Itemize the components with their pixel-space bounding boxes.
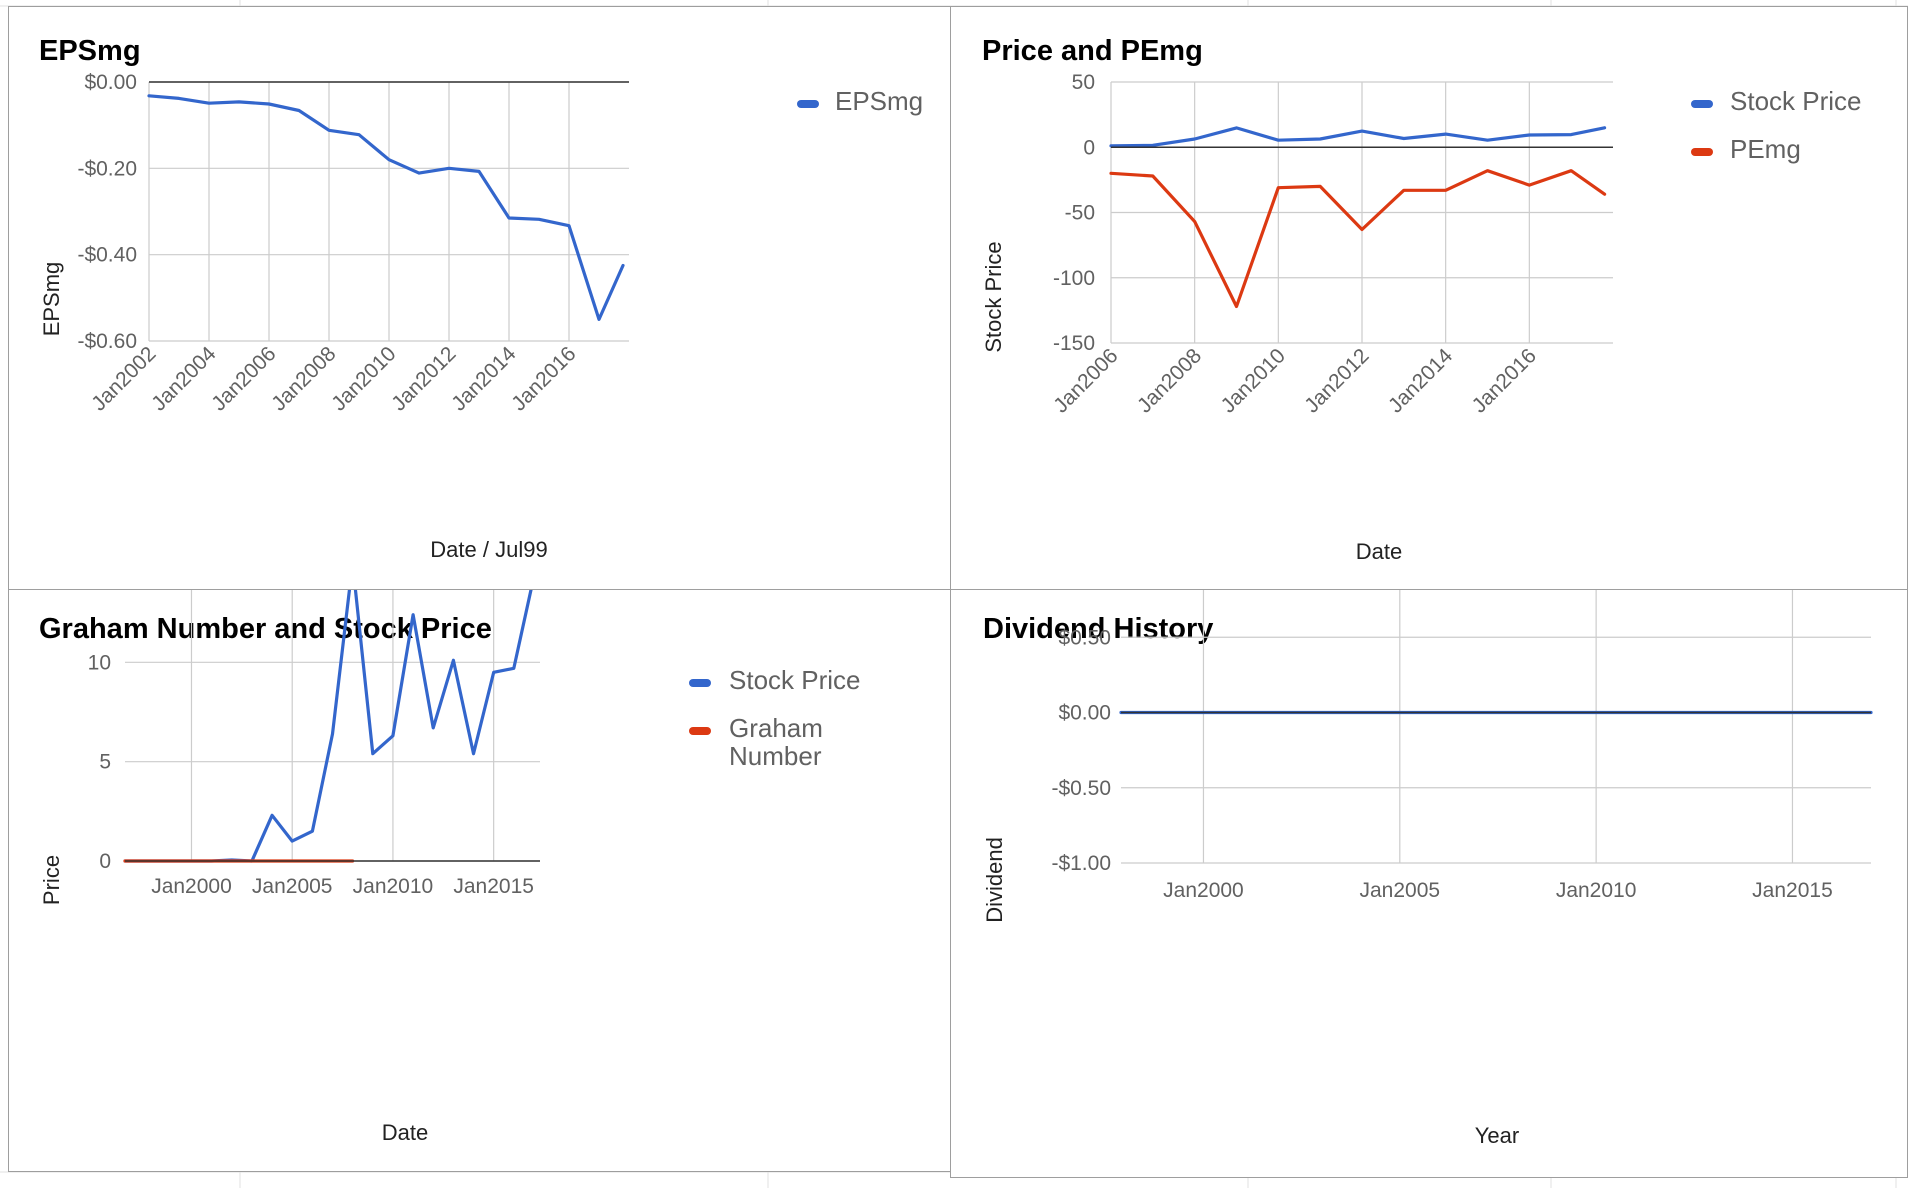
legend-swatch-stock-price bbox=[689, 679, 711, 687]
x-tick-label: Jan2016 bbox=[507, 342, 580, 415]
series-line-pemg bbox=[1109, 169, 1607, 309]
y-axis-label: Stock Price bbox=[981, 241, 1006, 352]
epsmg-chart: EPSmg Jan2002Jan2004Jan2006Jan2008Jan201… bbox=[39, 35, 923, 562]
y-axis-label: EPSmg bbox=[39, 262, 64, 337]
legend: Stock Price PEmg bbox=[1691, 86, 1862, 164]
legend-label-stock-price: Stock Price bbox=[729, 665, 861, 695]
chart-series bbox=[147, 94, 625, 321]
y-tick-label: 0 bbox=[99, 850, 111, 873]
legend-swatch-graham-number bbox=[689, 727, 711, 735]
x-axis-ticks: Jan2002Jan2004Jan2006Jan2008Jan2010Jan20… bbox=[87, 342, 580, 415]
x-tick-label: Jan2006 bbox=[207, 342, 280, 415]
x-axis-label: Date bbox=[382, 1120, 428, 1145]
legend-label-stock-price: Stock Price bbox=[1730, 86, 1862, 116]
legend: EPSmg bbox=[797, 86, 923, 116]
price-pemg-chart: Price and PEmg Jan2006 Jan2008 Jan2010 Jan2… bbox=[981, 35, 1862, 564]
x-axis-label: Year bbox=[1475, 1123, 1519, 1148]
y-axis-ticks: $0.00 -$0.20 -$0.40 -$0.60 bbox=[77, 71, 137, 353]
x-tick-label: Jan2005 bbox=[252, 875, 333, 898]
x-tick-label: Jan2016 bbox=[1468, 344, 1541, 417]
x-axis-label: Date bbox=[1356, 539, 1402, 564]
dividend-history-chart: Dividend History Jan2000 Jan2005 Jan2010 Ja… bbox=[982, 590, 1873, 1148]
y-tick-label: -$0.50 bbox=[1051, 777, 1111, 800]
y-tick-label: -$0.20 bbox=[77, 157, 137, 180]
series-line-stock-price bbox=[1109, 126, 1607, 148]
x-tick-label: Jan2010 bbox=[1556, 879, 1637, 902]
x-tick-label: Jan2006 bbox=[1049, 344, 1122, 417]
chart-title: EPSmg bbox=[39, 35, 141, 67]
graham-number-chart-panel: Graham Number and Stock Price Jan2000 Jan… bbox=[8, 589, 951, 1172]
y-tick-label: -100 bbox=[1053, 267, 1095, 290]
dividend-history-chart-panel: Dividend History Jan2000 Jan2005 Jan2010 Ja… bbox=[950, 589, 1908, 1178]
x-tick-label: Jan2000 bbox=[1163, 879, 1244, 902]
y-tick-label: 10 bbox=[88, 651, 111, 674]
x-axis-ticks: Jan2000 Jan2005 Jan2010 Jan2015 bbox=[151, 875, 534, 898]
legend-swatch-pemg bbox=[1691, 148, 1713, 156]
chart-series bbox=[1109, 126, 1607, 309]
price-pemg-chart-panel: Price and PEmg Jan2006 Jan2008 Jan2010 Jan2… bbox=[950, 6, 1908, 590]
x-tick-label: Jan2015 bbox=[453, 875, 534, 898]
y-tick-label: 50 bbox=[1072, 71, 1095, 94]
x-tick-label: Jan2012 bbox=[1300, 344, 1373, 417]
x-tick-label: Jan2004 bbox=[147, 342, 220, 415]
x-tick-label: Jan2008 bbox=[267, 342, 340, 415]
y-axis-label: Dividend bbox=[982, 837, 1007, 923]
y-tick-label: -50 bbox=[1065, 202, 1095, 225]
chart-gridlines bbox=[148, 81, 629, 342]
legend-swatch-epsmg bbox=[797, 100, 819, 108]
legend-label-epsmg: EPSmg bbox=[835, 86, 923, 116]
x-axis-ticks: Jan2000 Jan2005 Jan2010 Jan2015 bbox=[1163, 879, 1833, 902]
x-tick-label: Jan2002 bbox=[87, 342, 160, 415]
y-axis-ticks: $1.00$0.50$0.00-$0.50-$1.00 bbox=[1051, 626, 1111, 875]
x-tick-label: Jan2015 bbox=[1752, 879, 1833, 902]
x-tick-label: Jan2014 bbox=[1384, 344, 1457, 417]
chart-gridlines bbox=[1110, 81, 1613, 344]
epsmg-chart-panel: EPSmg Jan2002 Jan2004 Jan2006 Jan2008 Jan201… bbox=[8, 6, 951, 590]
x-tick-label: Jan2014 bbox=[447, 342, 520, 415]
y-tick-label: $0.50 bbox=[1058, 626, 1111, 649]
x-tick-label: Jan2000 bbox=[151, 875, 232, 898]
x-axis-label: Date / Jul99 bbox=[430, 537, 547, 562]
legend-label-pemg: PEmg bbox=[1730, 134, 1801, 164]
x-tick-label: Jan2010 bbox=[353, 875, 434, 898]
graham-number-chart: Graham Number and Stock Price Jan2000 Jan… bbox=[39, 590, 861, 1145]
y-tick-label: -$0.60 bbox=[77, 330, 137, 353]
chart-gridlines bbox=[1121, 590, 1871, 864]
x-axis-ticks: Jan2006 Jan2008 Jan2010 Jan2012 Jan2014 Jan20… bbox=[1049, 344, 1541, 417]
x-tick-label: Jan2010 bbox=[327, 342, 400, 415]
chart-title: Dividend History bbox=[983, 613, 1213, 645]
y-tick-label: 0 bbox=[1083, 136, 1095, 159]
series-line-epsmg bbox=[147, 94, 625, 321]
y-axis-ticks: 50 0 -50 -100 -150 bbox=[1053, 71, 1095, 355]
y-tick-label: 5 bbox=[99, 751, 111, 774]
legend-swatch-stock-price bbox=[1691, 100, 1713, 108]
y-axis-label: Price bbox=[39, 855, 64, 905]
x-tick-label: Jan2010 bbox=[1217, 344, 1290, 417]
y-tick-label: -$1.00 bbox=[1051, 852, 1111, 875]
y-tick-label: $0.00 bbox=[1058, 702, 1111, 725]
x-tick-label: Jan2012 bbox=[387, 342, 460, 415]
x-tick-label: Jan2008 bbox=[1133, 344, 1206, 417]
y-tick-label: $0.00 bbox=[84, 71, 137, 94]
legend: Stock Price Graham Number bbox=[689, 665, 861, 771]
chart-title: Price and PEmg bbox=[982, 35, 1203, 67]
x-tick-label: Jan2005 bbox=[1360, 879, 1441, 902]
legend-label-graham-number: Graham Number bbox=[729, 713, 823, 771]
chart-title: Graham Number and Stock Price bbox=[39, 613, 492, 645]
y-tick-label: -150 bbox=[1053, 332, 1095, 355]
y-tick-label: -$0.40 bbox=[77, 244, 137, 267]
